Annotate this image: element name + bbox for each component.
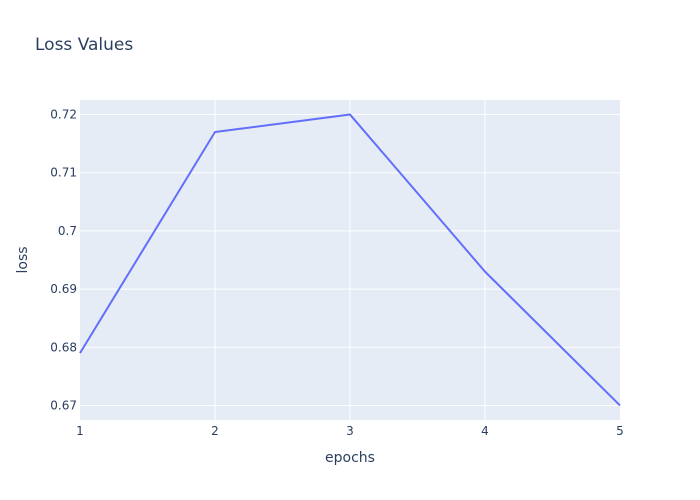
series-layer	[79, 113, 621, 407]
x-tick-label: 1	[76, 424, 84, 438]
x-tick-label: 4	[481, 424, 489, 438]
y-tick-label: 0.69	[50, 282, 77, 296]
x-tick-label: 5	[616, 424, 624, 438]
x-axis-ticks: 1 2 3 4 5	[76, 424, 624, 438]
x-tick-label: 2	[211, 424, 219, 438]
y-tick-label: 0.68	[50, 340, 77, 354]
y-tick-label: 0.7	[58, 224, 77, 238]
chart-title: Loss Values	[35, 35, 133, 55]
series-line	[79, 113, 621, 407]
x-tick-label: 3	[346, 424, 354, 438]
y-tick-label: 0.72	[50, 108, 77, 122]
y-axis-title: loss	[15, 246, 31, 273]
x-axis-title: epochs	[325, 450, 375, 466]
y-tick-label: 0.67	[50, 398, 77, 412]
y-axis-ticks: 0.67 0.68 0.69 0.7 0.71 0.72	[50, 108, 77, 413]
y-tick-label: 0.71	[50, 166, 77, 180]
